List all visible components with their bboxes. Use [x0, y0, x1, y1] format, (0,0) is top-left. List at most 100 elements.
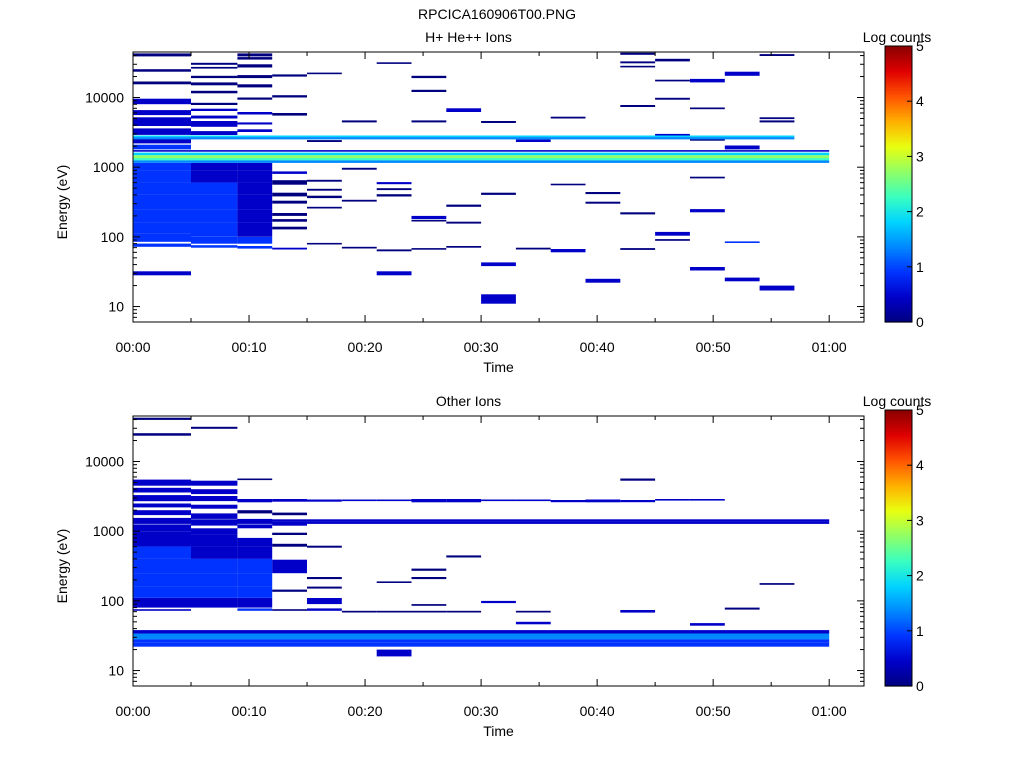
colorbar-segment	[885, 204, 912, 208]
colorbar-segment	[885, 117, 912, 121]
colorbar-segment	[885, 649, 912, 653]
colorbar-segment	[885, 669, 912, 673]
heatmap-cell	[191, 222, 238, 237]
heatmap-cell	[655, 499, 690, 501]
colorbar-segment	[885, 628, 912, 632]
heatmap-cell	[341, 167, 377, 170]
heatmap-cell	[237, 170, 273, 183]
colorbar-segment	[885, 305, 912, 309]
colorbar-segment	[885, 197, 912, 201]
heatmap-cell	[237, 64, 273, 68]
colorbar-segment	[885, 683, 912, 687]
heatmap-cell	[133, 135, 795, 138]
colorbar-segment	[885, 667, 912, 671]
colorbar-segment	[885, 294, 912, 298]
heatmap-cell	[272, 609, 307, 611]
colorbar-segment	[885, 151, 912, 155]
colorbar-segment	[885, 497, 912, 501]
heatmap-cell	[191, 170, 238, 183]
heatmap-cell	[133, 110, 191, 116]
heatmap-cell	[376, 62, 412, 64]
heatmap-cell	[191, 102, 238, 105]
heatmap-cell	[133, 53, 191, 57]
colorbar-segment	[885, 587, 912, 590]
colorbar-segment	[885, 259, 912, 263]
heatmap-cell	[307, 179, 342, 182]
heatmap-cell	[133, 630, 830, 634]
heatmap-cell	[191, 245, 238, 248]
y-tick-label: 100	[101, 229, 125, 245]
colorbar-segment	[885, 184, 912, 187]
colorbar-segment	[885, 264, 912, 268]
colorbar-segment	[885, 543, 912, 547]
heatmap-cell	[515, 247, 551, 250]
colorbar-segment	[885, 490, 912, 494]
colorbar-segment	[885, 119, 912, 123]
x-tick-label: 00:20	[348, 703, 383, 719]
colorbar-segment	[885, 552, 912, 556]
colorbar-segment	[885, 456, 912, 459]
heatmap-cell	[237, 129, 273, 132]
colorbar-segment	[885, 94, 912, 98]
colorbar-segment	[885, 515, 912, 519]
colorbar-segment	[885, 243, 912, 247]
heatmap-cell	[272, 226, 307, 230]
colorbar-segment	[885, 591, 912, 595]
heatmap-cell	[376, 249, 412, 252]
colorbar-segment	[885, 292, 912, 295]
heatmap-cell	[237, 537, 273, 547]
colorbar-segment	[885, 142, 912, 146]
colorbar-segment	[885, 273, 912, 277]
heatmap-cell	[133, 558, 191, 574]
colorbar-segment	[885, 589, 912, 593]
heatmap-cell	[237, 57, 273, 60]
heatmap-cell	[411, 568, 447, 571]
colorbar-segment	[885, 451, 912, 455]
colorbar-segment	[885, 637, 912, 641]
heatmap-cell	[585, 201, 621, 204]
heatmap-cell	[690, 209, 725, 213]
colorbar-segment	[885, 105, 912, 109]
heatmap-cell	[376, 499, 412, 502]
heatmap-cell	[237, 478, 273, 481]
colorbar-segment	[885, 646, 912, 650]
heatmap-cell	[237, 546, 273, 559]
colorbar-tick-label: 1	[916, 259, 924, 275]
heatmap-cell	[376, 182, 412, 185]
colorbar-segment	[885, 605, 912, 609]
heatmap-cell	[237, 97, 273, 100]
heatmap-cell	[272, 532, 307, 535]
x-tick-label: 00:20	[348, 339, 383, 355]
heatmap-cell	[237, 122, 273, 125]
heatmap-cell	[446, 555, 482, 558]
heatmap-cell	[411, 215, 447, 220]
colorbar-segment	[885, 310, 912, 314]
heatmap-cell	[759, 117, 795, 120]
colorbar-segment	[885, 561, 912, 565]
heatmap-cell	[620, 500, 656, 503]
colorbar-segment	[885, 513, 912, 517]
heatmap-cell	[446, 499, 482, 503]
heatmap-cell	[272, 95, 307, 98]
heatmap-cell	[191, 108, 238, 111]
colorbar-segment	[885, 640, 912, 643]
colorbar-segment	[885, 108, 912, 111]
colorbar-tick-label: 5	[916, 38, 924, 54]
colorbar-segment	[885, 269, 912, 272]
colorbar-segment	[885, 133, 912, 137]
colorbar-frame	[884, 45, 913, 323]
colorbar-segment	[885, 62, 912, 65]
heatmap-cell	[191, 426, 238, 429]
heatmap-cell	[376, 271, 412, 276]
colorbar-segment	[885, 548, 912, 551]
colorbar-segment	[885, 239, 912, 243]
heatmap-cell	[133, 495, 191, 502]
colorbar-segment	[885, 87, 912, 91]
colorbar-segment	[885, 172, 912, 176]
colorbar-segment	[885, 554, 912, 558]
colorbar-segment	[885, 124, 912, 128]
heatmap-cell	[133, 642, 830, 647]
heatmap-cell	[272, 180, 307, 185]
colorbar-label: Log counts	[863, 393, 932, 409]
